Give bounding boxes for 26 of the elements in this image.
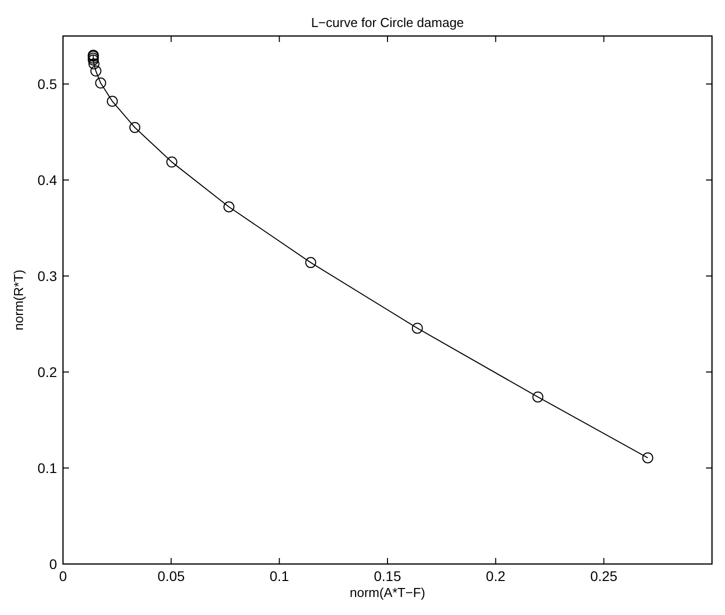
point [129, 122, 140, 133]
y-axis-title: norm(R*T) [11, 270, 26, 330]
point [95, 78, 106, 89]
point [532, 391, 544, 402]
point [106, 96, 118, 107]
x-tick-label: 0.2 [486, 568, 506, 584]
point [166, 156, 178, 168]
x-tick-label: 0.15 [374, 568, 402, 584]
y-tick-label: 0.1 [38, 460, 58, 476]
x-axis-title: norm(A*T−F) [350, 585, 426, 600]
y-tick-label: 0.2 [38, 364, 58, 380]
point [90, 66, 102, 77]
y-tick-label: 0.5 [38, 76, 58, 92]
y-tick-label: 0.4 [38, 172, 58, 188]
chart-title: L−curve for Circle damage [311, 15, 464, 30]
y-tick-label: 0.3 [38, 268, 58, 284]
point [223, 201, 234, 212]
x-tick-label: 0.1 [270, 568, 290, 584]
x-tick-label: 0.05 [158, 568, 186, 584]
point [305, 257, 316, 268]
point [412, 322, 423, 334]
x-tick-label: 0 [59, 568, 68, 584]
point [88, 58, 100, 70]
x-tick-label: 0.25 [590, 568, 618, 584]
point [642, 452, 654, 464]
y-tick-label: 0 [49, 556, 58, 572]
